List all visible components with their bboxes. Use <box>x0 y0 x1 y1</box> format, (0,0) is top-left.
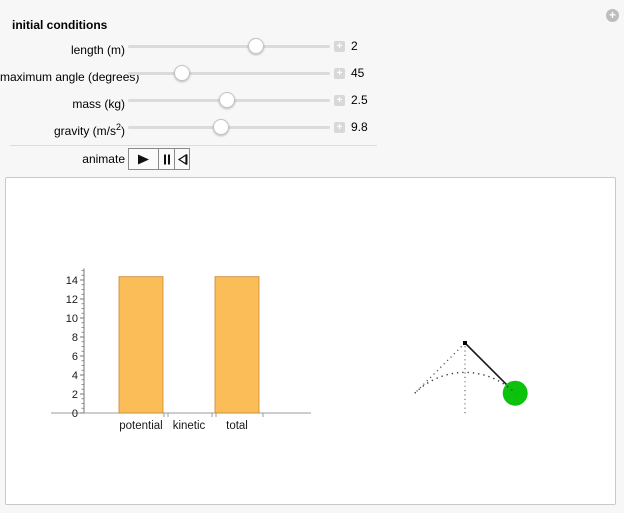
play-button[interactable] <box>129 149 158 169</box>
pause-icon <box>163 154 170 164</box>
gravity-slider-thumb[interactable] <box>213 119 230 135</box>
mass-stepper-button[interactable]: + <box>334 95 345 106</box>
controls-separator <box>10 145 377 146</box>
mass-label: mass (kg) <box>72 97 125 111</box>
length-slider-thumb[interactable] <box>247 38 264 54</box>
plus-icon: + <box>336 41 343 52</box>
animate-label: animate <box>82 152 125 166</box>
graphics-panel: 0 2 4 6 8 10 12 14 potential kinetic total <box>5 177 616 505</box>
maximum-angle-stepper-button[interactable]: + <box>334 68 345 79</box>
maximum-angle-value: 45 <box>351 66 365 80</box>
energy-chart-bars <box>118 276 260 414</box>
length-value: 2 <box>351 39 358 53</box>
slider-row-length: length (m) + 2 <box>0 36 380 57</box>
svg-text:14: 14 <box>66 275 78 287</box>
pendulum-energy-graphic: 0 2 4 6 8 10 12 14 potential kinetic total <box>51 268 528 432</box>
length-label: length (m) <box>70 43 125 57</box>
slider-row-maximum-angle: maximum angle (degrees) + 45 <box>0 63 380 84</box>
svg-text:12: 12 <box>66 294 78 306</box>
plus-circle-icon: + <box>608 8 616 22</box>
svg-text:0: 0 <box>72 408 78 420</box>
maximum-angle-label: maximum angle (degrees) <box>0 70 140 84</box>
maximum-angle-slider-thumb[interactable] <box>174 65 190 81</box>
svg-text:potential: potential <box>119 420 162 432</box>
plus-icon: + <box>336 122 343 133</box>
mass-slider-track[interactable] <box>128 92 330 108</box>
reset-button[interactable] <box>174 149 189 169</box>
mass-value: 2.5 <box>351 93 368 107</box>
length-slider-track[interactable] <box>128 38 330 54</box>
play-icon <box>138 154 149 164</box>
gravity-value: 9.8 <box>351 120 368 134</box>
animate-button-group <box>128 148 190 170</box>
maximum-angle-slider-track[interactable] <box>128 65 330 81</box>
svg-text:2: 2 <box>72 389 78 401</box>
energy-chart-axes <box>51 268 311 417</box>
panel-title: initial conditions <box>12 18 108 32</box>
plus-icon: + <box>336 95 343 106</box>
pause-button[interactable] <box>158 149 174 169</box>
pendulum-diagram <box>414 341 528 415</box>
svg-text:total: total <box>226 420 248 432</box>
gravity-slider-track[interactable] <box>128 119 330 135</box>
svg-text:8: 8 <box>72 332 78 344</box>
energy-chart-labels: 0 2 4 6 8 10 12 14 potential kinetic total <box>66 275 248 432</box>
svg-text:10: 10 <box>66 313 78 325</box>
svg-text:4: 4 <box>72 370 78 382</box>
slider-row-mass: mass (kg) + 2.5 <box>0 90 380 111</box>
svg-text:kinetic: kinetic <box>173 420 206 432</box>
manipulate-menu-button[interactable]: + <box>606 9 619 22</box>
gravity-label: gravity (m/s2) <box>53 122 125 138</box>
svg-text:6: 6 <box>72 351 78 363</box>
plus-icon: + <box>336 68 343 79</box>
length-stepper-button[interactable]: + <box>334 41 345 52</box>
mass-slider-thumb[interactable] <box>218 92 235 108</box>
gravity-stepper-button[interactable]: + <box>334 122 345 133</box>
skip-to-start-icon <box>177 153 187 165</box>
slider-row-gravity: gravity (m/s2) + 9.8 <box>0 117 380 138</box>
